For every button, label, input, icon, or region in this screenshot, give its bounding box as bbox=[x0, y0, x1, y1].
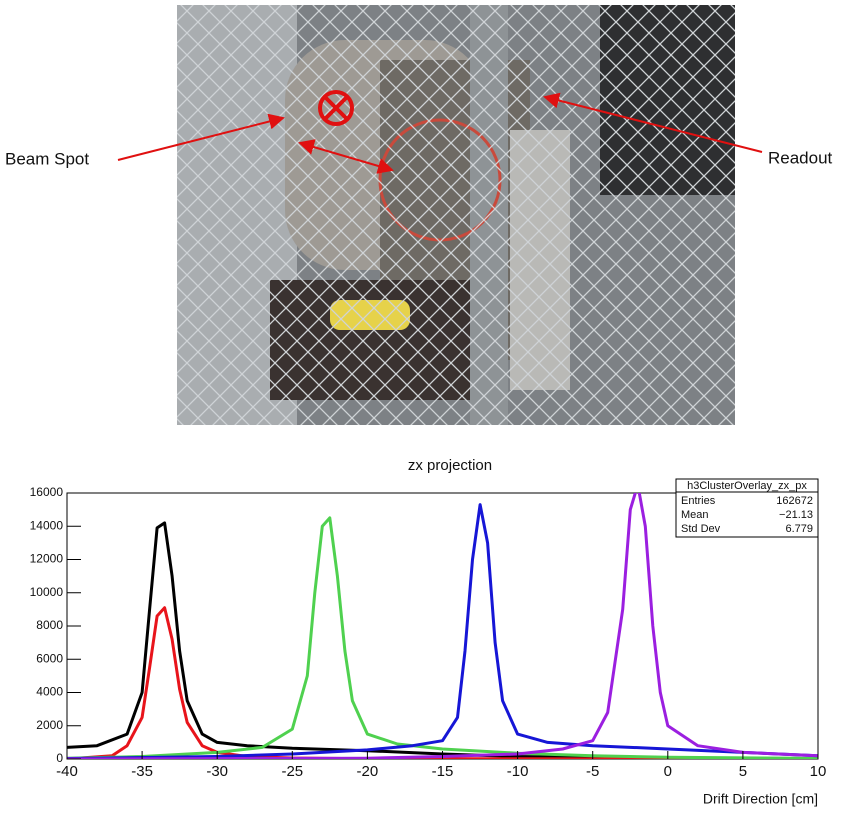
plot-area bbox=[67, 493, 818, 759]
fit-curve bbox=[67, 606, 818, 759]
stats-value: 162672 bbox=[776, 495, 813, 507]
x-tick-label: 10 bbox=[810, 763, 827, 780]
stats-label: Entries bbox=[681, 495, 716, 507]
y-tick-label: 0 bbox=[56, 751, 63, 765]
x-tick-label: -5 bbox=[586, 763, 599, 780]
stats-label: Mean bbox=[681, 509, 709, 521]
y-tick-label: 10000 bbox=[30, 585, 64, 599]
x-tick-label: -30 bbox=[206, 763, 228, 780]
stats-title: h3ClusterOverlay_zx_px bbox=[687, 480, 807, 492]
fit-curve bbox=[67, 503, 818, 759]
photo-label: Readout bbox=[768, 148, 833, 167]
fit-curve bbox=[67, 493, 818, 759]
x-tick-label: 0 bbox=[664, 763, 672, 780]
stats-box: h3ClusterOverlay_zx_px Entries 162672 Me… bbox=[675, 478, 819, 538]
y-tick-label: 8000 bbox=[36, 618, 63, 632]
x-axis-label: Drift Direction [cm] bbox=[703, 791, 818, 807]
chart-title: zx projection bbox=[408, 457, 492, 474]
x-tick-label: -20 bbox=[357, 763, 379, 780]
x-tick-label: -40 bbox=[56, 763, 78, 780]
x-tick-label: 5 bbox=[739, 763, 747, 780]
y-tick-label: 6000 bbox=[36, 651, 63, 665]
photo bbox=[117, 5, 763, 425]
y-tick-label: 12000 bbox=[30, 552, 64, 566]
stats-value: 6.779 bbox=[785, 523, 813, 535]
y-tick-label: 14000 bbox=[30, 518, 64, 532]
x-tick-label: -10 bbox=[507, 763, 529, 780]
y-tick-label: 4000 bbox=[36, 685, 63, 699]
x-tick-label: -25 bbox=[281, 763, 303, 780]
fit-curve bbox=[67, 521, 818, 759]
stats-label: Std Dev bbox=[681, 523, 721, 535]
stats-value: −21.13 bbox=[779, 509, 813, 521]
y-tick-label: 2000 bbox=[36, 718, 63, 732]
photo-label: Beam Spot bbox=[5, 149, 89, 168]
y-tick-label: 16000 bbox=[30, 485, 64, 499]
x-tick-label: -15 bbox=[432, 763, 454, 780]
x-tick-label: -35 bbox=[131, 763, 153, 780]
